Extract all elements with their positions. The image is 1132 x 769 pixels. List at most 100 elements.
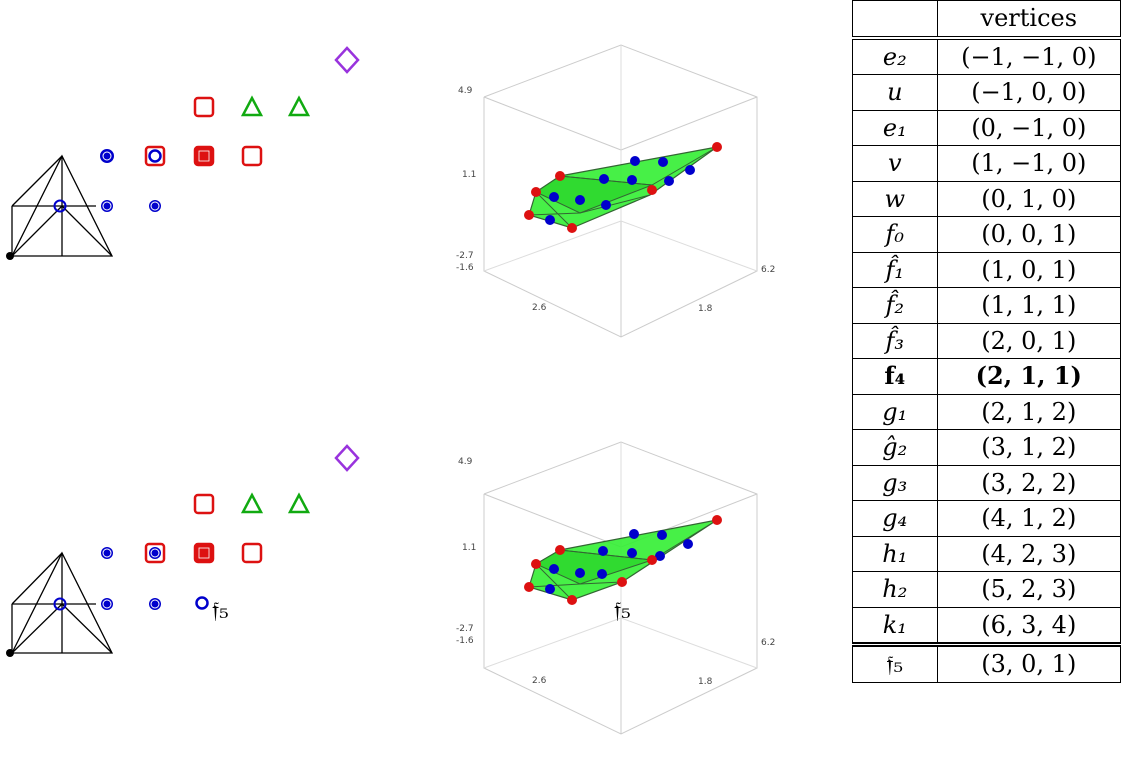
top-left-diagram (6, 46, 360, 260)
blue-point (598, 546, 608, 556)
vertex-coordinates: (3, 1, 2) (936, 429, 1122, 466)
red-square-open (241, 145, 263, 167)
red-point (647, 185, 657, 195)
center-open-marker (53, 597, 67, 611)
vertex-coordinates: (4, 2, 3) (936, 535, 1122, 572)
red-point (567, 223, 577, 233)
table-row: f₄ (2, 1, 1) (852, 358, 1122, 395)
blue-point (601, 200, 611, 210)
table-row: k₁ (6, 3, 4) (852, 606, 1122, 645)
red-square-open (193, 493, 215, 515)
vertex-symbol: 𝔣₅ (852, 642, 938, 683)
vertex-coordinates: (6, 3, 4) (936, 606, 1122, 645)
bottom-left-diagram: 𝔣₅ (6, 444, 360, 657)
red-point (524, 210, 534, 220)
plot-box (483, 441, 758, 735)
table-row: g₃ (3, 2, 2) (852, 464, 1122, 501)
red-square-open (193, 96, 215, 118)
purple-diamond (334, 46, 360, 74)
origin-dot (6, 649, 14, 657)
blue-point (664, 176, 674, 186)
red-point (647, 555, 657, 565)
y-tick-label: 1.8 (698, 677, 713, 687)
red-point (712, 515, 722, 525)
triangle-figure (10, 551, 114, 654)
vertex-coordinates: (−1, 0, 0) (936, 74, 1122, 111)
blue-point (545, 215, 555, 225)
red-point (531, 187, 541, 197)
red-point (555, 545, 565, 555)
vertex-symbol: f̂₃ (852, 322, 938, 359)
green-triangle (287, 95, 311, 117)
vertex-symbol: h₂ (852, 571, 938, 608)
table-row: h₁ (4, 2, 3) (852, 535, 1122, 572)
vertex-coordinates: (4, 1, 2) (936, 500, 1122, 537)
vertex-coordinates-bold: (2, 1, 1) (936, 358, 1122, 395)
red-point (555, 171, 565, 181)
y-tick-label: 6.2 (761, 265, 775, 275)
z-tick-label: 1.1 (462, 170, 476, 180)
blue-point (658, 157, 668, 167)
vertex-coordinates: (1, 0, 1) (936, 251, 1122, 288)
blue-point (549, 564, 559, 574)
green-triangle (287, 492, 311, 514)
x-tick-label: -1.6 (456, 263, 474, 273)
blue-open-circle (148, 149, 162, 163)
table-row: h₂ (5, 2, 3) (852, 571, 1122, 608)
table-row: f₀ (0, 0, 1) (852, 216, 1122, 253)
table-row: ĝ₂ (3, 1, 2) (852, 429, 1122, 466)
green-triangle (240, 492, 264, 514)
vertices-table: vertices e₂ (−1, −1, 0) u (−1, 0, 0) e₁ … (852, 0, 1122, 683)
red-square-open (241, 542, 263, 564)
blue-dot-ring (150, 599, 160, 609)
vertex-coordinates: (3, 0, 1) (936, 642, 1122, 683)
vertex-symbol: ĝ₂ (852, 429, 938, 466)
vertex-symbol: f̂₂ (852, 287, 938, 324)
blue-point (683, 539, 693, 549)
vertex-symbol: w (852, 180, 938, 217)
blue-point (629, 529, 639, 539)
red-points (524, 142, 722, 233)
blue-dot-ring (150, 548, 160, 558)
red-point (712, 142, 722, 152)
z-tick-label: 4.9 (458, 86, 473, 96)
table-row: e₁ (0, −1, 0) (852, 109, 1122, 146)
vertex-symbol: g₃ (852, 464, 938, 501)
blue-point (575, 568, 585, 578)
blue-point (549, 192, 559, 202)
f5-plot-label: 𝔣₅ (614, 596, 631, 624)
vertex-coordinates: (1, −1, 0) (936, 145, 1122, 182)
blue-dot-ring (150, 201, 160, 211)
vertex-symbol: e₁ (852, 109, 938, 146)
table-row: f̂₃ (2, 0, 1) (852, 322, 1122, 359)
header-cell-empty (852, 0, 938, 38)
blue-point (597, 569, 607, 579)
triangle-figure (10, 154, 114, 257)
vertex-symbol: h₁ (852, 535, 938, 572)
blue-points (545, 156, 695, 225)
blue-points (545, 529, 693, 594)
blue-point (655, 551, 665, 561)
vertex-symbol: g₄ (852, 500, 938, 537)
z-tick-label: -2.7 (456, 251, 474, 261)
y-tick-label: 1.8 (698, 304, 713, 314)
bottom-3d-plot: 4.9 1.1 -2.7 -1.6 2.6 1.8 6.2 𝔣₅ (456, 441, 775, 735)
top-3d-plot: 4.9 1.1 -2.7 -1.6 2.6 1.8 6.2 (456, 44, 775, 338)
red-point (531, 559, 541, 569)
vertex-symbol: k₁ (852, 606, 938, 645)
z-tick-label: 4.9 (458, 457, 473, 467)
red-point (567, 595, 577, 605)
x-tick-label: 2.6 (532, 676, 547, 686)
z-tick-label: -2.7 (456, 624, 474, 634)
blue-point (627, 175, 637, 185)
z-tick-label: 1.1 (462, 543, 476, 553)
red-square-filled-inner (198, 150, 210, 162)
vertex-coordinates: (0, −1, 0) (936, 109, 1122, 146)
blue-dot-ring (102, 599, 112, 609)
vertex-coordinates: (1, 1, 1) (936, 287, 1122, 324)
vertex-symbol-bold: f₄ (852, 358, 938, 395)
origin-dot (6, 252, 14, 260)
blue-point (599, 174, 609, 184)
x-tick-label: 2.6 (532, 303, 547, 313)
vertex-symbol: u (852, 74, 938, 111)
